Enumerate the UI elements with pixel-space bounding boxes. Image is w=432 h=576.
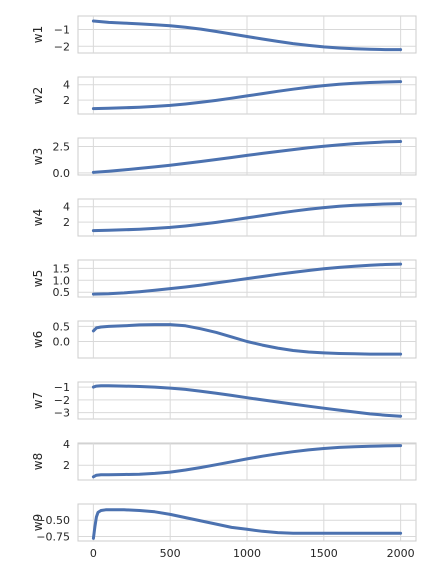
subplot-w4: 2 4 w4 — [31, 198, 417, 237]
series-line-w7 — [91, 384, 403, 418]
y-tick-label: 2 — [63, 94, 70, 107]
y-tick-label: 4 — [63, 438, 70, 451]
x-tick-label: 1000 — [233, 547, 261, 560]
y-tick-label: 2.5 — [53, 140, 71, 153]
series-line-w1 — [91, 19, 403, 52]
y-tick-label: −1 — [54, 23, 70, 36]
subplot-w6: 0.5 0.0 w6 — [31, 320, 417, 359]
subplot-w8: 2 4 w8 — [31, 438, 417, 481]
y-axis-label: w9 — [31, 514, 45, 531]
y-tick-label: −3 — [54, 407, 70, 420]
y-tick-label: 4 — [63, 79, 70, 92]
y-axis-label: w4 — [31, 209, 45, 226]
y-axis-label: w6 — [31, 331, 45, 348]
x-tick-label: 0 — [90, 547, 97, 560]
y-tick-label: 1.0 — [53, 274, 71, 287]
y-tick-label: 1.5 — [53, 262, 71, 275]
y-axis-label: w2 — [31, 87, 45, 104]
series-line-w4 — [91, 202, 403, 233]
x-tick-label: 2000 — [387, 547, 415, 560]
subplot-w7: −1−2−3 w7 — [31, 381, 417, 420]
subplot-w1: −1 −2 w1 — [31, 15, 417, 54]
y-tick-label: −2 — [54, 394, 70, 407]
x-tick-label: 500 — [160, 547, 181, 560]
y-tick-label: 0.0 — [53, 167, 71, 180]
y-tick-label: 0.0 — [53, 335, 71, 348]
series-line-w8 — [91, 444, 403, 479]
y-axis-label: w7 — [31, 392, 45, 409]
y-tick-label: 4 — [63, 201, 70, 214]
subplot-w5: 0.51.01.5 w5 — [31, 259, 417, 299]
x-tick-label: 1500 — [310, 547, 338, 560]
subplot-w3: 0.0 2.5 w3 — [31, 137, 417, 180]
subplot-w2: 2 4 w2 — [31, 76, 417, 115]
y-axis-label: w1 — [31, 26, 45, 43]
y-tick-label: −0.75 — [36, 530, 70, 543]
y-tick-label: 0.5 — [53, 286, 71, 299]
y-tick-label: 0.5 — [53, 320, 71, 333]
series-line-w5 — [91, 262, 403, 296]
y-tick-label: 2 — [63, 216, 70, 229]
y-axis-label: w3 — [31, 148, 45, 165]
y-tick-label: 2 — [63, 459, 70, 472]
y-axis-label: w8 — [31, 453, 45, 470]
y-tick-label: −2 — [54, 40, 70, 53]
y-tick-label: −0.50 — [36, 514, 70, 527]
series-line-w9 — [91, 508, 403, 540]
series-line-w6 — [91, 323, 403, 356]
y-tick-label: −1 — [54, 381, 70, 394]
series-line-w3 — [91, 140, 403, 174]
y-axis-label: w5 — [31, 270, 45, 287]
series-line-w2 — [91, 80, 403, 111]
